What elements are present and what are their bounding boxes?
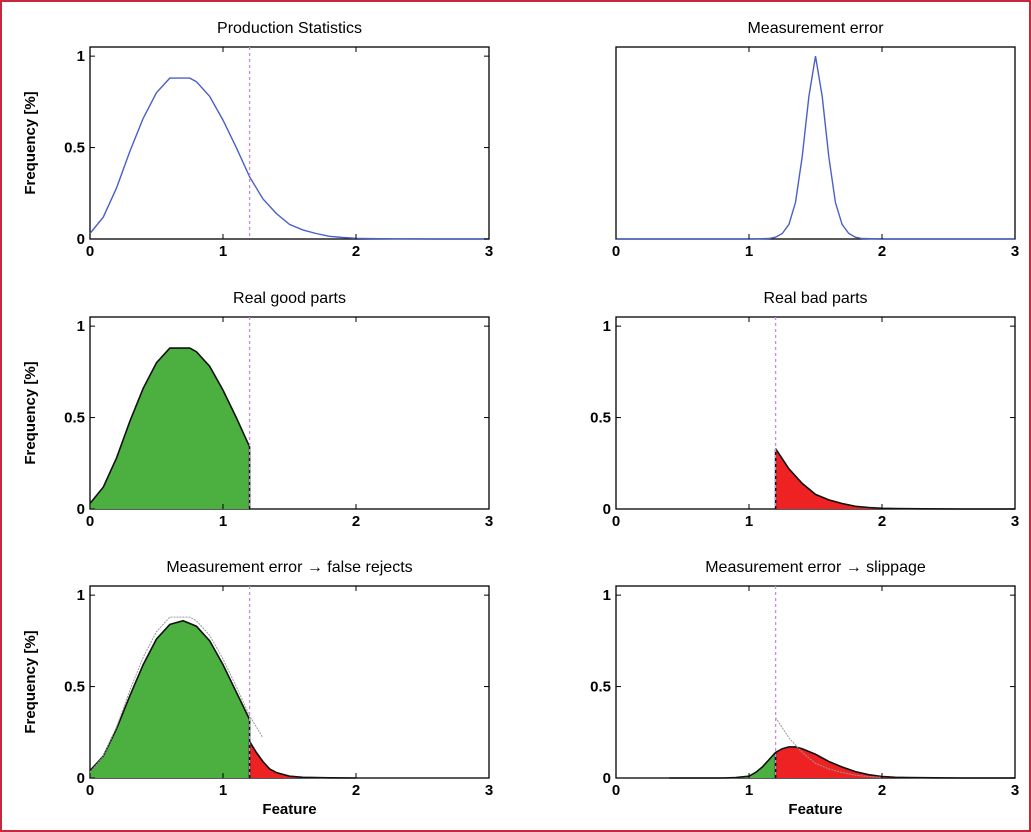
- chart-panel-6: 0 1 2 3 0 0.5 1 Measurement error → slippage Fea…: [590, 559, 1019, 818]
- x-tick-label: 0: [612, 513, 620, 530]
- plot-area: [89, 46, 490, 240]
- x-tick-label: 3: [485, 513, 493, 530]
- series-line: [89, 77, 489, 240]
- bad-parts-area: [775, 448, 1015, 509]
- y-tick-label: 0.5: [590, 410, 611, 427]
- y-tick-label: 1: [603, 587, 611, 604]
- good-parts-outline: [89, 619, 251, 772]
- bad-parts-area: [249, 741, 356, 778]
- x-tick-label: 2: [352, 243, 360, 260]
- x-tick-label: 3: [1011, 513, 1019, 530]
- y-tick-label: 0.5: [590, 679, 611, 696]
- x-tick-label: 3: [485, 782, 493, 799]
- y-axis-label: Frequency [%]: [22, 91, 39, 194]
- good-parts-area: [90, 348, 250, 509]
- plot-area: [615, 46, 1016, 240]
- x-tick-label: 0: [86, 782, 94, 799]
- x-tick-label: 3: [1011, 243, 1019, 260]
- good-parts-outline: [89, 347, 251, 505]
- good-parts-area: [90, 620, 250, 778]
- reference-curve: [775, 717, 883, 778]
- chart-title: Measurement error → false rejects: [166, 559, 412, 576]
- x-tick-label: 1: [219, 513, 227, 530]
- x-tick-label: 0: [612, 782, 620, 799]
- x-tick-label: 1: [219, 243, 227, 260]
- bad-parts-outline: [248, 740, 357, 779]
- chart-title: Measurement error: [747, 20, 884, 37]
- y-tick-label: 0: [77, 231, 85, 248]
- x-tick-label: 1: [745, 243, 753, 260]
- x-tick-label: 0: [612, 243, 620, 260]
- y-axis-label: Frequency [%]: [22, 630, 39, 733]
- y-tick-label: 1: [603, 318, 611, 335]
- x-tick-label: 1: [745, 513, 753, 530]
- plot-area: [615, 316, 1016, 510]
- x-axis-label: Feature: [262, 801, 316, 818]
- chart-panel-4: 0 1 2 3 0 0.5 1 Real bad parts: [590, 290, 1019, 530]
- chart-title: Real bad parts: [763, 290, 867, 307]
- x-tick-label: 2: [878, 513, 886, 530]
- chart-panel-5: 0 1 2 3 0 0.5 1 Measurement error → false rejec…: [22, 559, 493, 818]
- x-tick-label: 2: [878, 243, 886, 260]
- y-tick-label: 1: [77, 48, 85, 65]
- x-tick-label: 1: [745, 782, 753, 799]
- x-tick-label: 0: [86, 243, 94, 260]
- y-axis-label: Frequency [%]: [22, 361, 39, 464]
- chart-title: Production Statistics: [217, 20, 362, 37]
- y-tick-label: 0.5: [64, 140, 85, 157]
- chart-title: Real good parts: [233, 290, 346, 307]
- chart-title: Measurement error → slippage: [705, 559, 926, 576]
- y-tick-label: 0.5: [64, 679, 85, 696]
- good-parts-outline: [669, 751, 777, 779]
- y-tick-label: 0: [77, 501, 85, 518]
- chart-panel-1: 0 1 2 3 0 0.5 1 Production Statistics Frequency …: [22, 20, 493, 260]
- y-tick-label: 0: [603, 501, 611, 518]
- plot-area: [615, 585, 1016, 779]
- chart-panel-2: 0 1 2 3 Measurement error: [612, 20, 1019, 260]
- x-tick-label: 2: [352, 513, 360, 530]
- reference-curve: [89, 616, 264, 773]
- x-tick-label: 1: [219, 782, 227, 799]
- bad-parts-outline: [774, 448, 1015, 510]
- good-parts-area: [669, 752, 776, 778]
- x-tick-label: 2: [352, 782, 360, 799]
- y-tick-label: 0.5: [64, 410, 85, 427]
- y-tick-label: 0: [77, 770, 85, 787]
- x-tick-label: 0: [86, 513, 94, 530]
- chart-panel-3: 0 1 2 3 0 0.5 1 Real good parts Frequency [%]: [22, 290, 493, 530]
- x-tick-label: 2: [878, 782, 886, 799]
- y-tick-label: 0: [603, 770, 611, 787]
- bad-parts-outline: [775, 746, 1015, 779]
- x-axis-label: Feature: [788, 801, 842, 818]
- y-tick-label: 1: [77, 587, 85, 604]
- y-tick-label: 1: [77, 318, 85, 335]
- series-line: [616, 55, 1015, 240]
- x-tick-label: 3: [485, 243, 493, 260]
- x-tick-label: 3: [1011, 782, 1019, 799]
